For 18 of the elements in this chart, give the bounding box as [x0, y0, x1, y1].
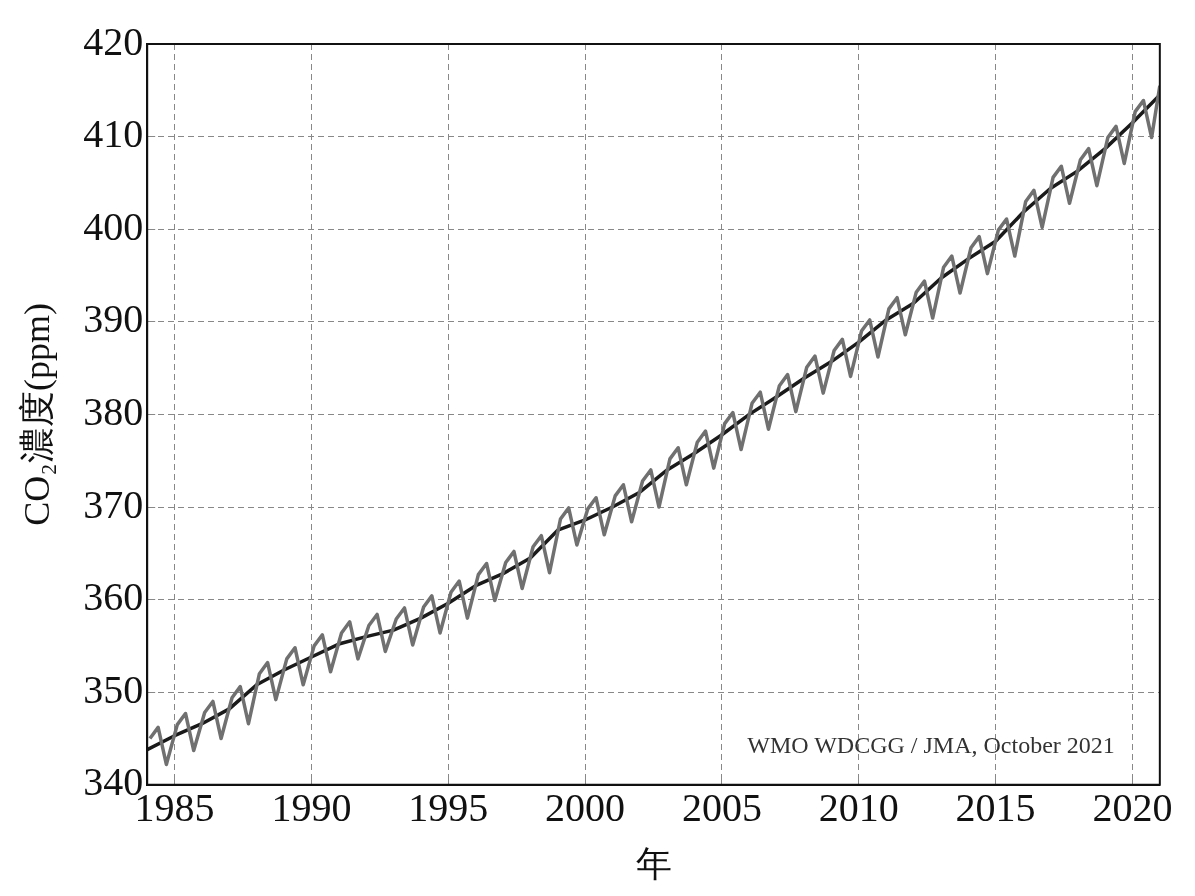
x-tick-label: 2020	[1092, 785, 1173, 831]
y-tick-label: 350	[83, 666, 144, 712]
x-tick-label: 1990	[271, 785, 352, 831]
y-tick-label: 420	[83, 18, 144, 64]
y-tick-label: 380	[83, 388, 144, 434]
y-tick-label: 390	[83, 296, 144, 342]
x-tick-label: 2005	[681, 785, 762, 831]
x-axis-title: 年	[635, 843, 672, 884]
x-tick-label: 2000	[545, 785, 626, 831]
annotation: WMO WDCGG / JMA, October 2021	[747, 732, 1115, 759]
y-tick-label: 370	[83, 481, 144, 527]
y-tick-label: 360	[83, 574, 144, 620]
x-tick-label: 1995	[408, 785, 489, 831]
x-tick-label: 2010	[818, 785, 899, 831]
y-tick-label: 410	[83, 111, 144, 157]
x-tick-label: 2015	[955, 785, 1036, 831]
y-axis-title: CO₂濃度(ppm)	[17, 303, 58, 526]
y-tick-label: 400	[83, 203, 144, 249]
